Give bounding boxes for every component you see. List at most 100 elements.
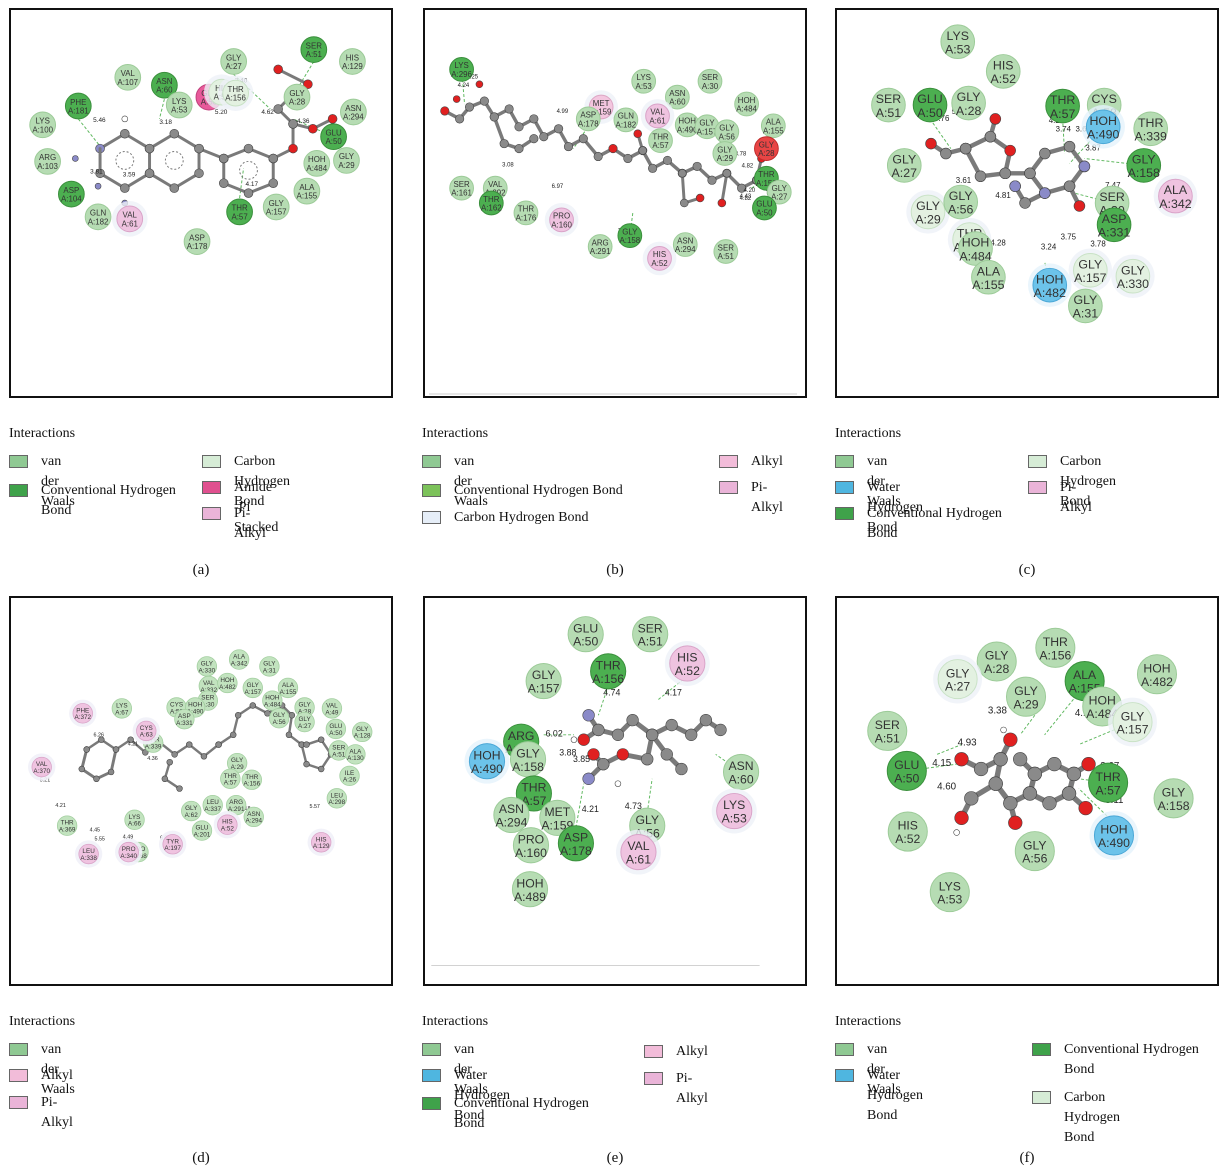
legend-label: Pi-Alkyl xyxy=(234,506,266,541)
legend-label: Pi-Alkyl xyxy=(676,1071,708,1106)
residue-name: GLY xyxy=(916,199,940,213)
legend-label: Carbon Hydrogen Bond xyxy=(454,510,589,525)
residue-id: A:51 xyxy=(718,252,735,261)
residue-name: MET xyxy=(593,99,610,108)
residue-id: A:27 xyxy=(771,193,787,202)
distance-label: 4.45 xyxy=(90,828,100,834)
residue-name: HIS xyxy=(222,819,233,826)
residue-name: HOH xyxy=(1100,823,1127,837)
residue-id: A:62 xyxy=(185,812,199,819)
residue-id: A:157 xyxy=(1117,723,1149,737)
distance-label: 4.21 xyxy=(55,803,65,809)
residue-name: HOH xyxy=(516,876,543,890)
residue-name: GLY xyxy=(532,668,556,682)
residue-id: A:482 xyxy=(1141,675,1173,689)
residue-id: A:53 xyxy=(945,42,971,56)
residue-name: THR xyxy=(521,781,546,795)
residue-id: A:51 xyxy=(875,732,900,746)
residue-id: A:53 xyxy=(937,893,962,907)
residue-name: ASP xyxy=(63,186,79,195)
residue-name: PRO xyxy=(122,846,136,853)
residue-name: THR xyxy=(483,195,500,204)
residue-id: A:103 xyxy=(37,162,58,171)
residue-name: HOH xyxy=(1143,661,1170,675)
distance-label: 4.82 xyxy=(740,196,752,202)
conv-swatch xyxy=(422,484,441,497)
residue-name: SER xyxy=(332,744,345,751)
residue-id: A:484 xyxy=(736,105,757,114)
residue-id: A:57 xyxy=(652,141,668,150)
panel-e-svg: 4.744.176.023.883.854.214.734.05 GLUA:50… xyxy=(431,616,760,966)
distance-label: 6.02 xyxy=(546,729,563,739)
residue-name: GLY xyxy=(1132,153,1156,167)
residue-id: A:157 xyxy=(245,689,262,696)
residue-name: ASP xyxy=(189,233,205,242)
distance-label: 5.21 xyxy=(40,778,50,784)
legend-a: Interactions van der Waals Conventional … xyxy=(9,426,409,566)
residue-id: A:337 xyxy=(204,806,221,813)
residue-name: GLY xyxy=(1162,785,1186,799)
distance-label: 3.61 xyxy=(956,176,972,185)
residue-name: GLY xyxy=(622,227,638,236)
legend-label: Water Hydrogen Bond xyxy=(454,1068,510,1123)
legend-label: van der Waals xyxy=(454,454,488,509)
residue-name: HOH xyxy=(738,96,756,105)
residue-name: GLY xyxy=(1023,838,1047,852)
residue-id: A:51 xyxy=(638,635,663,649)
residue-name: GLU xyxy=(329,723,342,730)
residue-id: A:484 xyxy=(306,164,327,173)
residue-id: A:291 xyxy=(590,247,611,256)
residue-id: A:28 xyxy=(758,149,775,158)
residue-id: A:52 xyxy=(221,826,235,833)
panel-e-diagram: 4.744.176.023.883.854.214.734.05 GLUA:50… xyxy=(423,596,807,986)
residue-name: GLY xyxy=(298,701,311,708)
residue-name: HIS xyxy=(346,53,359,62)
chb-swatch xyxy=(1028,455,1047,468)
residue-id: A:61 xyxy=(122,219,139,228)
residue-name: GLY xyxy=(1121,709,1145,723)
residue-name: HOH xyxy=(678,117,696,126)
residue-id: A:63 xyxy=(140,732,154,739)
residue-name: LEU xyxy=(331,792,344,799)
water-swatch xyxy=(422,1069,441,1082)
residue-name: ARG xyxy=(39,153,56,162)
chb-swatch xyxy=(1032,1091,1051,1104)
residue-name: PRO xyxy=(553,212,570,221)
residue-name: THR xyxy=(758,170,775,179)
vdw-swatch xyxy=(422,455,441,468)
residue-name: PHE xyxy=(76,707,89,714)
panel-c-svg: 3.765.282.384.223.743.633.873.614.817.47… xyxy=(871,24,1198,324)
distance-label: 4.93 xyxy=(958,738,977,749)
residue-id: A:159 xyxy=(591,108,612,117)
distance-label: 4.73 xyxy=(625,801,642,811)
residue-id: A:61 xyxy=(649,116,666,125)
residue-id: A:31 xyxy=(1073,307,1099,321)
residue-id: A:27 xyxy=(298,723,312,730)
residue-id: A:489 xyxy=(514,890,546,904)
residue-id: A:28 xyxy=(984,662,1009,676)
residue-name: GLY xyxy=(949,189,973,203)
residue-id: A:156 xyxy=(592,672,624,686)
